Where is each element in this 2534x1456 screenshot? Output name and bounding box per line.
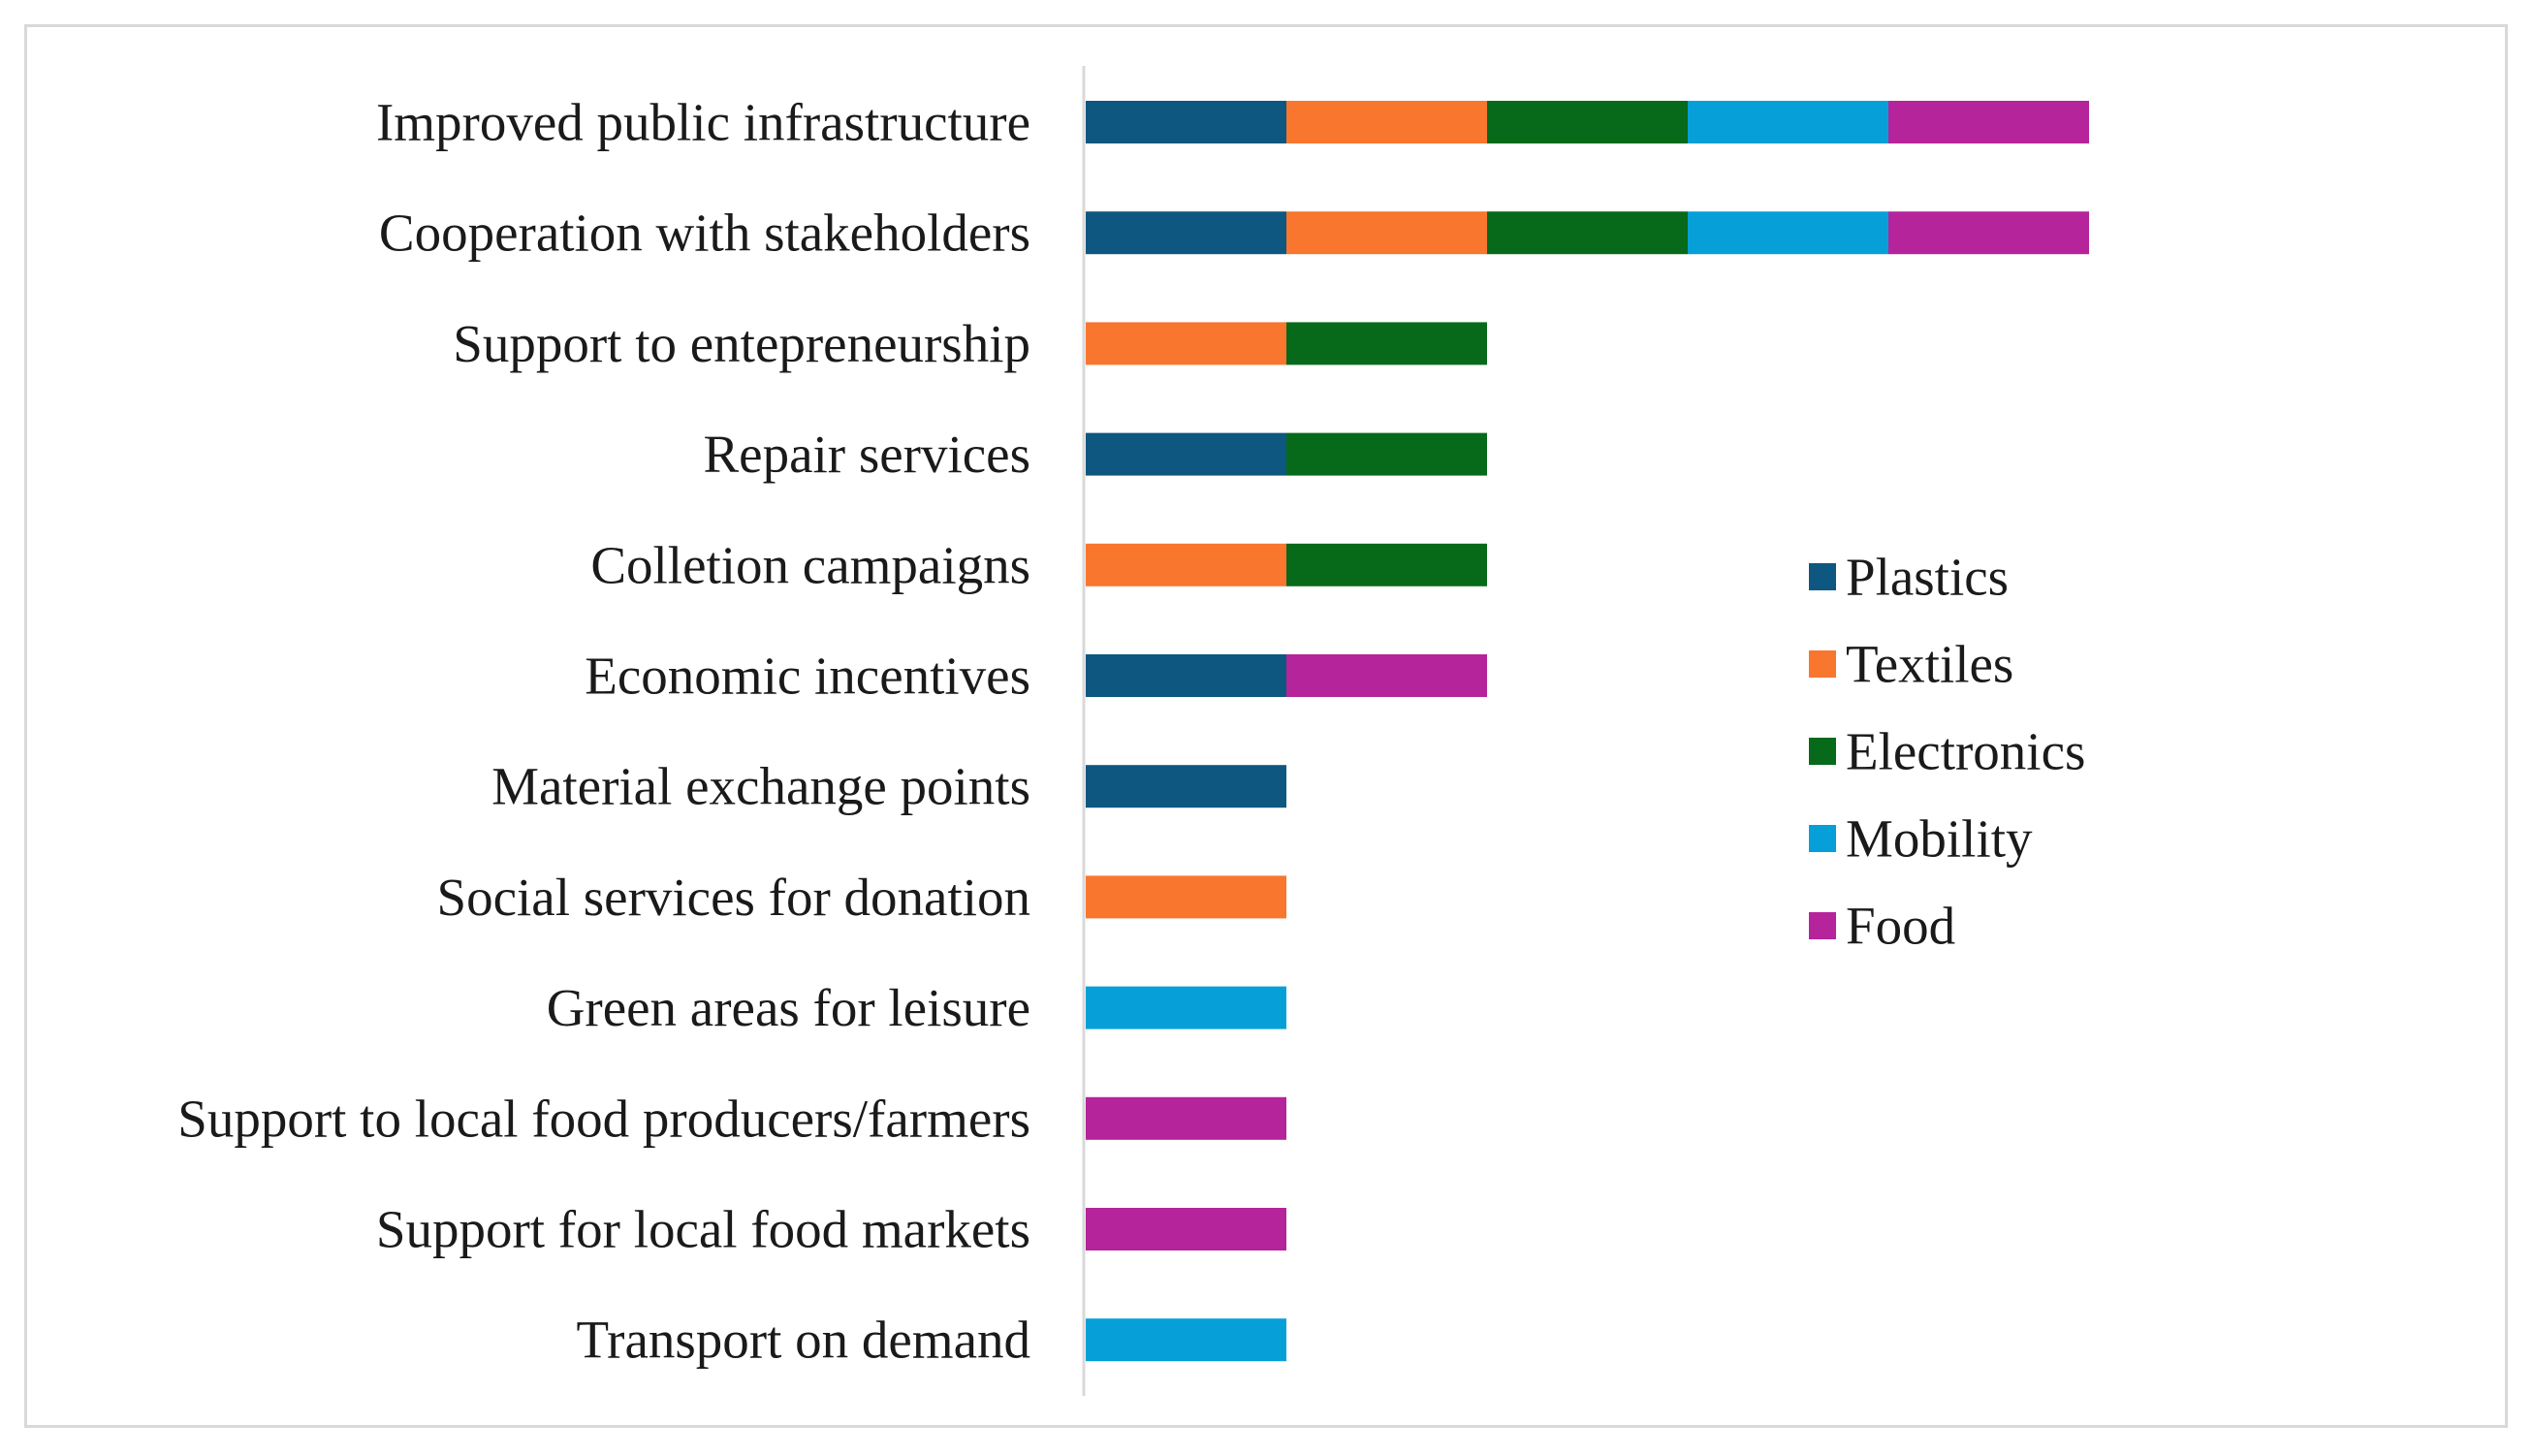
bar-improved-public-infrastructure-food (1888, 101, 2089, 143)
legend-swatch-textiles (1809, 650, 1836, 678)
bar-support-to-local-food-producers-farmers-food (1086, 1096, 1286, 1140)
bar-colletion-campaigns-textiles (1086, 543, 1286, 586)
bar-improved-public-infrastructure-textiles (1286, 101, 1487, 143)
category-label-material-exchange-points: Material exchange points (491, 757, 1030, 816)
bar-material-exchange-points-plastics (1086, 765, 1286, 808)
bar-support-for-local-food-markets-food (1086, 1208, 1286, 1250)
category-label-support-to-entepreneurship: Support to entepreneurship (453, 314, 1030, 373)
category-label-repair-services: Repair services (704, 425, 1031, 484)
bar-cooperation-with-stakeholders-plastics (1086, 211, 1286, 255)
legend: Plastics Textiles Electronics Mobility Food (1809, 548, 2085, 956)
bar-support-to-entepreneurship-textiles (1086, 322, 1286, 365)
bar-cooperation-with-stakeholders-electronics (1487, 211, 1688, 255)
bar-economic-incentives-food (1286, 654, 1487, 697)
legend-label-food: Food (1846, 897, 1955, 956)
bar-transport-on-demand-mobility (1086, 1318, 1286, 1362)
bar-repair-services-plastics (1086, 432, 1286, 476)
chart: Improved public infrastructure Cooperatio… (177, 66, 2089, 1396)
category-label-improved-public-infrastructure: Improved public infrastructure (376, 93, 1030, 152)
category-label-transport-on-demand: Transport on demand (577, 1311, 1031, 1370)
legend-swatch-plastics (1809, 563, 1836, 590)
legend-label-textiles: Textiles (1846, 635, 2013, 694)
category-label-support-to-local-food-producers-farmers: Support to local food producers/farmers (177, 1089, 1030, 1148)
category-labels: Improved public infrastructure Cooperatio… (177, 93, 1030, 1370)
bar-cooperation-with-stakeholders-textiles (1286, 211, 1487, 255)
category-label-green-areas-for-leisure: Green areas for leisure (547, 978, 1030, 1037)
bar-improved-public-infrastructure-plastics (1086, 101, 1286, 143)
bar-repair-services-electronics (1286, 432, 1487, 476)
bar-improved-public-infrastructure-electronics (1487, 101, 1688, 143)
bar-cooperation-with-stakeholders-food (1888, 211, 2089, 255)
legend-swatch-food (1809, 912, 1836, 939)
bar-cooperation-with-stakeholders-mobility (1688, 211, 1888, 255)
category-label-economic-incentives: Economic incentives (585, 647, 1030, 706)
legend-label-electronics: Electronics (1846, 722, 2085, 781)
chart-frame: Improved public infrastructure Cooperatio… (24, 24, 2508, 1428)
bar-economic-incentives-plastics (1086, 654, 1286, 697)
legend-swatch-mobility (1809, 825, 1836, 852)
category-label-support-for-local-food-markets: Support for local food markets (376, 1200, 1030, 1259)
bar-support-to-entepreneurship-electronics (1286, 322, 1487, 365)
bar-colletion-campaigns-electronics (1286, 543, 1487, 586)
bar-improved-public-infrastructure-mobility (1688, 101, 1888, 143)
legend-swatch-electronics (1809, 738, 1836, 765)
legend-label-plastics: Plastics (1846, 548, 2009, 607)
category-label-cooperation-with-stakeholders: Cooperation with stakeholders (379, 204, 1030, 263)
bar-social-services-for-donation-textiles (1086, 875, 1286, 919)
legend-label-mobility: Mobility (1846, 809, 2033, 869)
bars (1086, 101, 2089, 1362)
category-label-colletion-campaigns: Colletion campaigns (590, 535, 1030, 594)
category-label-social-services-for-donation: Social services for donation (437, 868, 1030, 927)
bar-green-areas-for-leisure-mobility (1086, 986, 1286, 1029)
